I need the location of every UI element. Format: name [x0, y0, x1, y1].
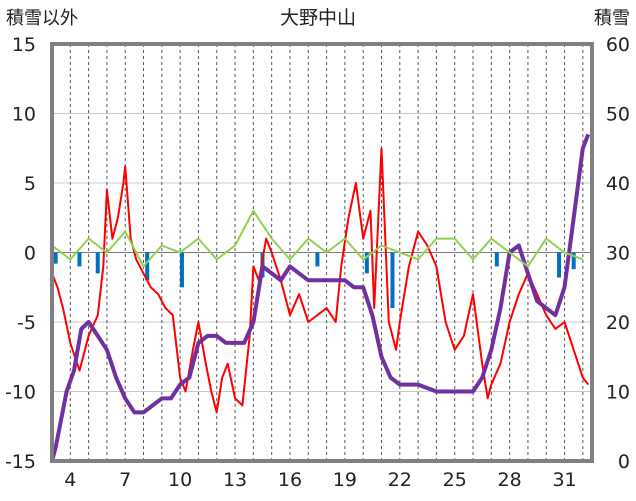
x-tick-label: 7: [119, 469, 131, 491]
x-tick-label: 13: [223, 469, 247, 491]
bar-mark: [390, 252, 395, 309]
frame: [50, 42, 594, 463]
y-right-tick-label: 10: [606, 382, 630, 404]
x-tick-label: 10: [168, 469, 192, 491]
y-right-tick-label: 40: [606, 173, 630, 195]
bar-mark: [364, 252, 369, 274]
y-right-tick-label: 60: [606, 34, 630, 56]
y-left-tick-label: 15: [12, 34, 36, 56]
bar-mark: [179, 252, 184, 288]
series-line-2: [51, 209, 584, 268]
bar-mark: [95, 252, 100, 274]
x-tick-label: 16: [278, 469, 302, 491]
y-right-tick-label: 50: [606, 104, 630, 126]
bar-mark: [77, 252, 82, 267]
y-right-tick-label: 20: [606, 312, 630, 334]
y-right-label: 積雪: [594, 8, 630, 29]
bar-mark: [557, 252, 562, 278]
x-tick-label: 25: [443, 469, 467, 491]
y-left-tick-label: 5: [24, 173, 36, 195]
lines: [50, 133, 591, 462]
plot-frame: [50, 42, 594, 463]
bar-mark: [145, 252, 150, 281]
y-left-tick-label: -5: [17, 312, 36, 334]
y-right-tick-label: 30: [606, 243, 630, 265]
y-left-label: 積雪以外: [6, 8, 78, 29]
y-left-tick-label: 10: [12, 104, 36, 126]
bar-mark: [315, 252, 320, 267]
series-line-0: [51, 147, 590, 414]
x-tick-label: 31: [552, 469, 576, 491]
bar-mark: [53, 252, 58, 264]
x-tick-label: 28: [498, 469, 522, 491]
bar-mark: [494, 252, 499, 267]
x-tick-label: 19: [333, 469, 357, 491]
y-left-tick-label: -15: [5, 451, 36, 473]
y-left-tick-label: 0: [24, 243, 36, 265]
y-left-tick-label: -10: [5, 382, 36, 404]
x-tick-label: 22: [388, 469, 412, 491]
grid: [51, 44, 592, 461]
chart-title: 大野中山: [280, 7, 356, 29]
x-tick-label: 4: [64, 469, 76, 491]
y-right-tick-label: 0: [618, 451, 630, 473]
series-line-1: [50, 133, 591, 462]
bar-mark: [571, 252, 576, 270]
